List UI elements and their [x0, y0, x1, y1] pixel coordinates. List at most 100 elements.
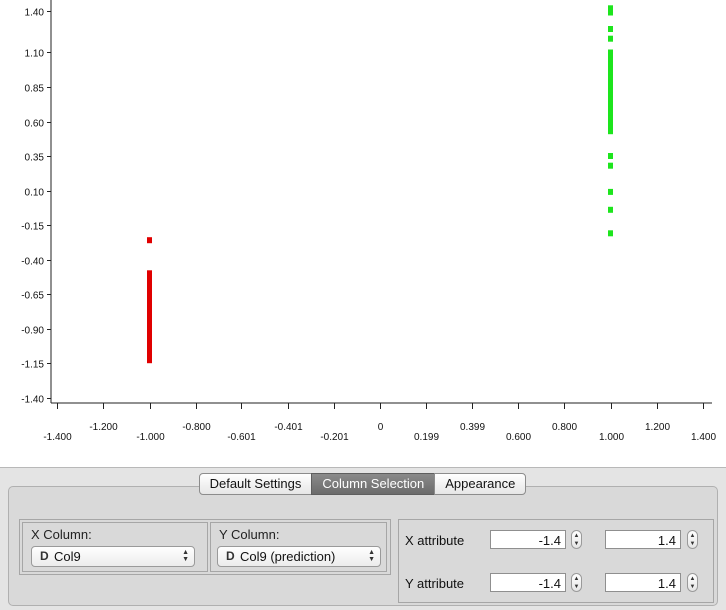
x-tick-label: 0.800	[552, 422, 577, 433]
green-data-point	[608, 79, 613, 86]
y-tick-label: 0.85	[25, 84, 45, 95]
green-data-point	[608, 206, 613, 213]
x-tick-label: 1.400	[691, 432, 716, 443]
green-data-point	[608, 106, 613, 113]
green-data-point	[608, 53, 613, 60]
red-data-point	[147, 307, 152, 314]
y-column-select[interactable]: D Col9 (prediction) ▲ ▼	[217, 546, 381, 567]
green-data-point	[608, 230, 613, 237]
tab-column-selection[interactable]: Column Selection	[311, 473, 436, 495]
x-attribute-min-spinner[interactable]: ▲ ▼	[571, 530, 582, 549]
y-tick-label: -0.90	[21, 326, 44, 337]
red-data-point	[147, 353, 152, 360]
x-column-group: X Column: D Col9 ▲ ▼	[22, 522, 208, 572]
red-data-point	[147, 344, 152, 351]
tab-appearance[interactable]: Appearance	[434, 473, 527, 495]
green-data-point	[608, 101, 613, 108]
y-attribute-min-field[interactable]: -1.4	[490, 573, 566, 592]
y-tick-label: -0.40	[21, 257, 44, 268]
green-data-point	[608, 74, 613, 81]
tab-default-settings[interactable]: Default Settings	[198, 473, 313, 495]
green-data-point	[608, 110, 613, 117]
red-data-point	[147, 320, 152, 326]
y-column-value: Col9 (prediction)	[240, 549, 336, 564]
x-tick-label: -1.400	[43, 432, 72, 443]
green-data-point	[608, 115, 613, 122]
x-column-value: Col9	[54, 549, 81, 564]
green-data-point	[608, 153, 613, 159]
x-tick-label: -1.200	[89, 422, 118, 433]
y-attribute-max-field[interactable]: 1.4	[605, 573, 681, 592]
double-type-icon: D	[226, 549, 235, 563]
y-tick-label: 0.35	[25, 153, 45, 164]
y-column-label: Y Column:	[219, 527, 280, 542]
green-data-point	[608, 92, 613, 99]
green-data-point	[608, 66, 613, 73]
column-selection-group: X Column: D Col9 ▲ ▼ Y Column: D Col9 (pr…	[19, 519, 391, 575]
red-data-point	[147, 274, 152, 281]
y-tick-label: 1.10	[25, 49, 45, 60]
x-column-label: X Column:	[31, 527, 92, 542]
y-tick-label: -1.40	[21, 395, 44, 406]
red-data-point	[147, 299, 152, 306]
tab-content-box: X Column: D Col9 ▲ ▼ Y Column: D Col9 (pr…	[8, 486, 718, 606]
y-attribute-label: Y attribute	[405, 576, 465, 591]
green-data-point	[608, 57, 613, 64]
settings-panel: X Column: D Col9 ▲ ▼ Y Column: D Col9 (pr…	[0, 468, 726, 610]
y-attribute-min-spinner[interactable]: ▲ ▼	[571, 573, 582, 592]
green-data-point	[608, 49, 613, 56]
y-column-group: Y Column: D Col9 (prediction) ▲ ▼	[210, 522, 387, 572]
red-data-point	[147, 336, 152, 343]
green-data-point	[608, 5, 613, 12]
y-tick-label: 0.60	[25, 119, 45, 130]
x-tick-label: 0	[378, 422, 384, 433]
x-attribute-min-field[interactable]: -1.4	[490, 530, 566, 549]
x-tick-label: 0.600	[506, 432, 531, 443]
red-data-point	[147, 357, 152, 364]
red-data-point	[147, 278, 152, 285]
red-data-point	[147, 324, 152, 331]
green-data-point	[608, 26, 613, 32]
green-data-point	[608, 88, 613, 95]
tab-bar: Default Settings Column Selection Appear…	[0, 473, 726, 495]
y-tick-label: -0.65	[21, 291, 44, 302]
x-tick-label: -0.601	[227, 432, 256, 443]
green-data-point	[608, 35, 613, 42]
green-data-point	[608, 84, 613, 90]
y-tick-label: -0.15	[21, 222, 44, 233]
scatter-plot-chart: 1.40 1.10 0.85 0.60 0.35 0.10 -0.15 -0.40 -0.65 -…	[21, 0, 716, 443]
y-tick-label: -1.15	[21, 360, 44, 371]
y-tick-label: 1.40	[25, 8, 45, 19]
x-attribute-max-spinner[interactable]: ▲ ▼	[687, 530, 698, 549]
x-tick-label: 0.399	[460, 422, 485, 433]
green-data-point	[608, 188, 613, 195]
x-tick-label: -1.000	[136, 432, 165, 443]
x-attribute-label: X attribute	[405, 533, 465, 548]
red-data-point	[147, 295, 152, 302]
red-data-point	[147, 286, 152, 293]
green-data-point	[608, 124, 613, 130]
green-data-point	[608, 128, 613, 135]
green-data-point	[608, 119, 613, 126]
red-data-point	[147, 270, 152, 277]
green-data-point	[608, 9, 613, 16]
x-tick-label: -0.401	[274, 422, 303, 433]
attribute-range-group: X attribute -1.4 ▲ ▼ 1.4 ▲ ▼ Y attribute -…	[398, 519, 714, 603]
x-attribute-max-field[interactable]: 1.4	[605, 530, 681, 549]
x-tick-label: 1.000	[599, 432, 624, 443]
red-data-point	[147, 332, 152, 339]
green-data-point	[608, 70, 613, 77]
updown-arrows-icon: ▲ ▼	[182, 549, 189, 563]
scatter-plot-area: 1.40 1.10 0.85 0.60 0.35 0.10 -0.15 -0.40 -0.65 -…	[0, 0, 726, 468]
red-data-point	[147, 315, 152, 322]
y-attribute-max-spinner[interactable]: ▲ ▼	[687, 573, 698, 592]
x-tick-label: -0.800	[182, 422, 211, 433]
x-tick-label: -0.201	[320, 432, 349, 443]
green-data-point	[608, 61, 613, 68]
red-data-point	[147, 349, 152, 355]
green-data-point	[608, 162, 613, 169]
x-tick-label: 1.200	[645, 422, 670, 433]
x-column-select[interactable]: D Col9 ▲ ▼	[31, 546, 195, 567]
y-tick-label: 0.10	[25, 188, 45, 199]
red-data-point	[147, 237, 152, 244]
